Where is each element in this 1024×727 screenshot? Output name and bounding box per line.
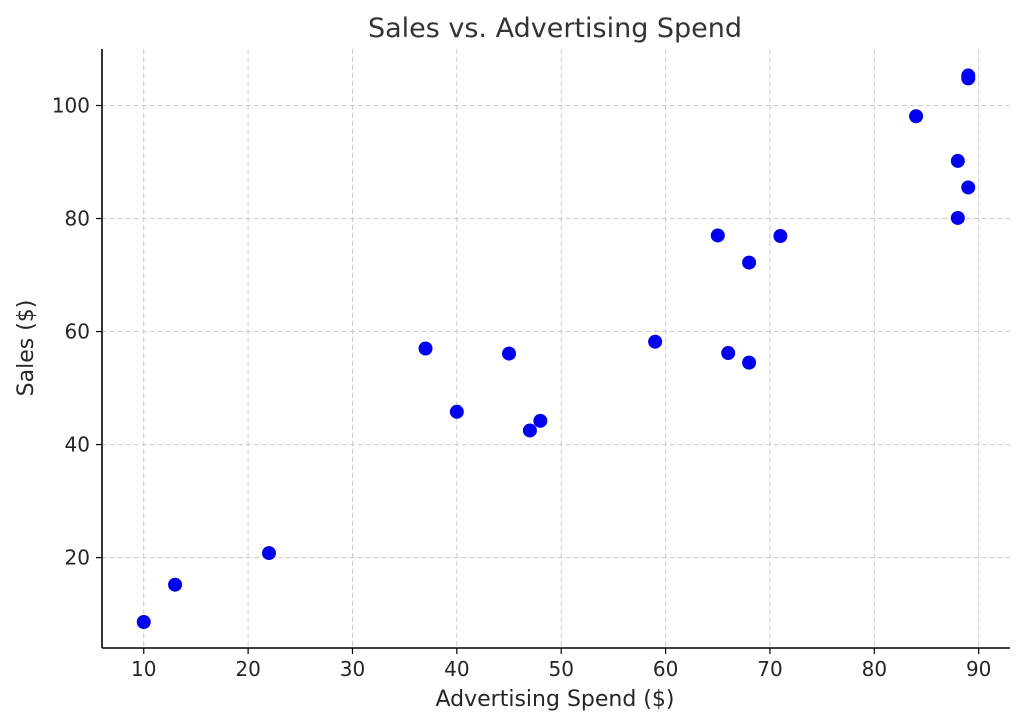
data-point [648, 334, 663, 349]
data-point [961, 71, 976, 86]
y-tick-label: 40 [65, 433, 90, 457]
data-point [961, 180, 976, 195]
y-tick-label: 60 [65, 320, 90, 344]
x-tick-label: 70 [757, 657, 782, 681]
x-tick-label: 30 [340, 657, 365, 681]
x-tick-label: 20 [235, 657, 260, 681]
data-point [418, 341, 433, 356]
data-point [721, 346, 736, 361]
data-point [449, 404, 464, 419]
y-tick-label: 100 [52, 94, 90, 118]
data-point [909, 109, 924, 124]
y-tick-label: 80 [65, 207, 90, 231]
data-point [522, 423, 537, 438]
data-point [773, 229, 788, 244]
x-tick-label: 60 [653, 657, 678, 681]
data-point [950, 153, 965, 168]
x-axis-label: Advertising Spend ($) [436, 687, 675, 712]
data-point [261, 546, 276, 561]
x-tick-label: 50 [548, 657, 573, 681]
x-tick-label: 40 [444, 657, 469, 681]
y-axis-label: Sales ($) [14, 300, 39, 397]
tick-labels: 10 20 30 40 50 60 70 80 90 20 40 60 80 100 [52, 94, 992, 681]
data-point [742, 255, 757, 270]
data-points [136, 68, 976, 630]
data-point [950, 210, 965, 225]
x-tick-label: 80 [862, 657, 887, 681]
axes [96, 49, 1010, 654]
y-tick-label: 20 [65, 546, 90, 570]
data-point [710, 228, 725, 243]
data-point [502, 346, 517, 361]
data-point [168, 577, 183, 592]
chart-title: Sales vs. Advertising Spend [368, 13, 742, 44]
x-tick-label: 10 [131, 657, 156, 681]
x-tick-label: 90 [966, 657, 991, 681]
data-point [742, 355, 757, 370]
grid-lines [102, 49, 1010, 648]
data-point [533, 413, 548, 428]
data-point [136, 615, 151, 630]
